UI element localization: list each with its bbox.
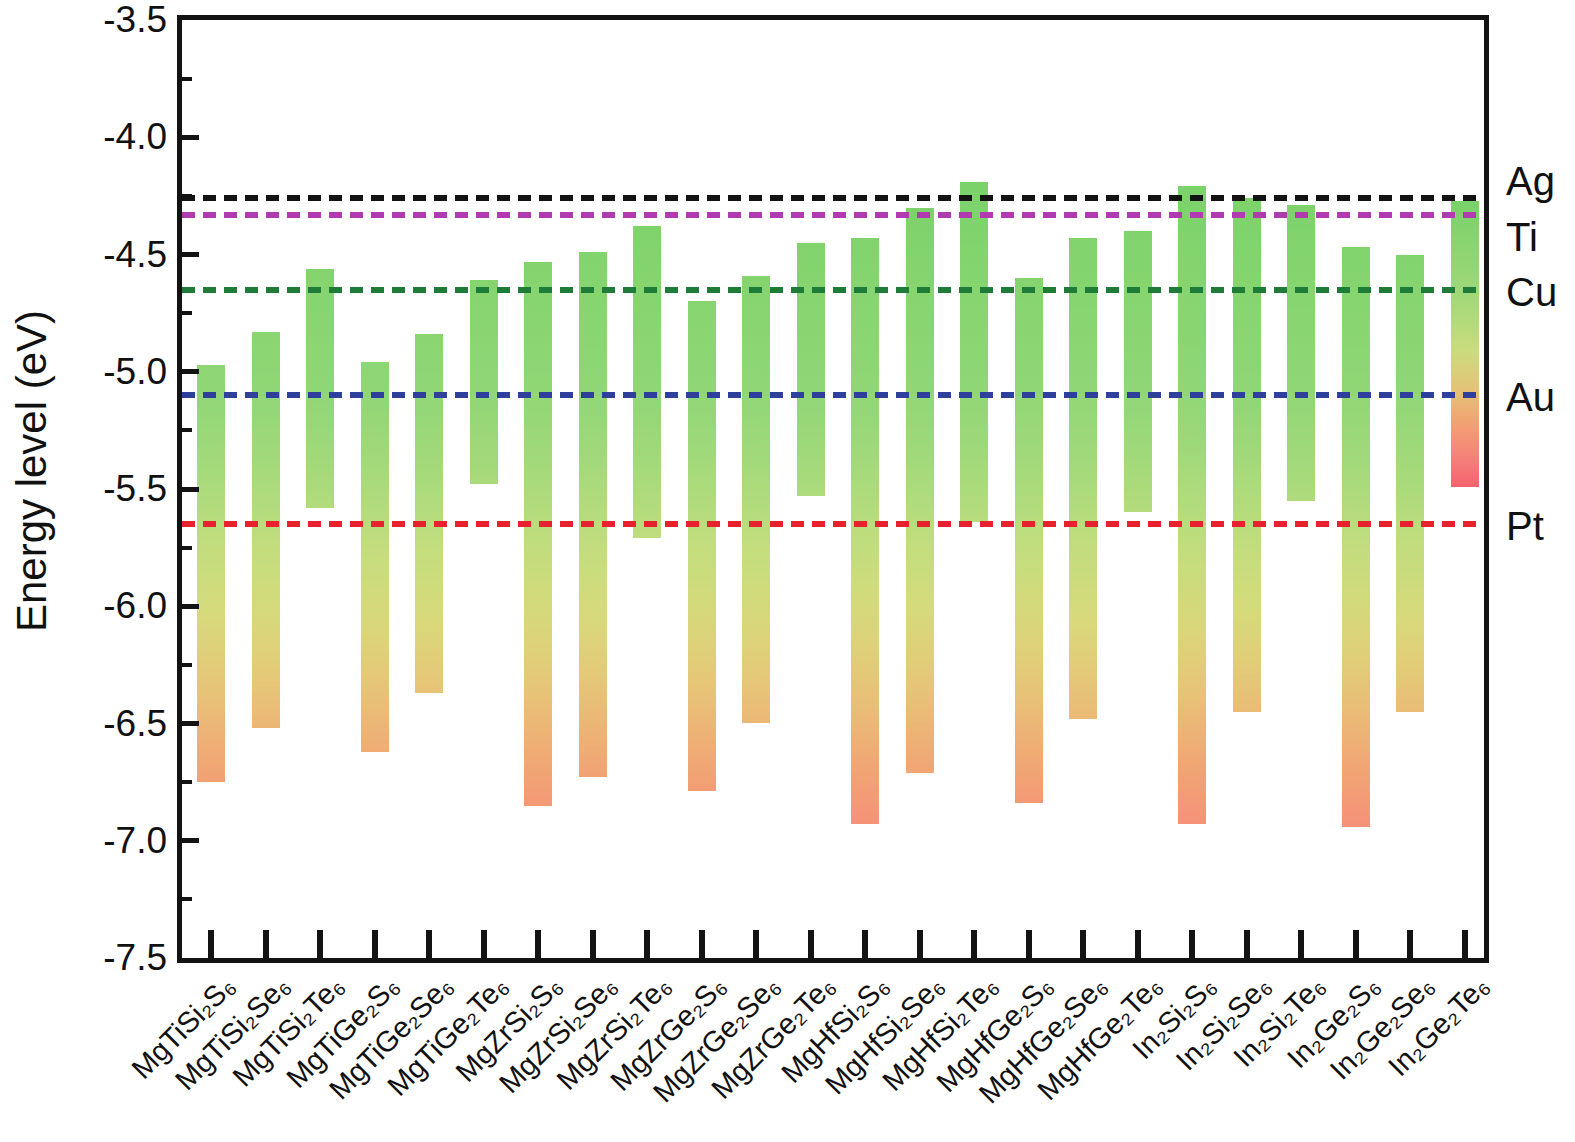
- x-major-tick: [1189, 930, 1195, 958]
- bar: [742, 276, 770, 724]
- x-major-tick: [1353, 930, 1359, 958]
- y-tick-label: -3.5: [47, 0, 167, 40]
- y-major-tick: [182, 135, 199, 140]
- reference-line-label: Au: [1506, 375, 1575, 419]
- x-major-tick: [1244, 930, 1250, 958]
- y-tick-label: -4.5: [47, 235, 167, 275]
- y-minor-tick: [182, 546, 192, 550]
- bar: [1233, 198, 1261, 712]
- bar: [1178, 186, 1206, 824]
- plot-area: [182, 20, 1484, 958]
- reference-line-label: Pt: [1506, 504, 1575, 548]
- bar: [579, 252, 607, 777]
- x-major-tick: [917, 930, 923, 958]
- bar: [1069, 238, 1097, 719]
- y-tick-label: -7.5: [47, 938, 167, 978]
- bar: [1124, 231, 1152, 512]
- reference-line-label: Ag: [1506, 159, 1575, 203]
- x-major-tick: [971, 930, 977, 958]
- x-major-tick: [862, 930, 868, 958]
- y-minor-tick: [182, 780, 192, 784]
- x-major-tick: [481, 930, 487, 958]
- y-major-tick: [182, 604, 199, 609]
- bar: [797, 243, 825, 496]
- bar: [415, 334, 443, 693]
- y-minor-tick: [182, 311, 192, 315]
- y-major-tick: [182, 721, 199, 726]
- reference-line-label: Cu: [1506, 270, 1575, 314]
- y-tick-label: -5.5: [47, 469, 167, 509]
- bar: [1451, 201, 1479, 487]
- bar: [851, 238, 879, 824]
- x-major-tick: [1462, 930, 1468, 958]
- y-tick-label: -6.0: [47, 586, 167, 626]
- x-major-tick: [535, 930, 541, 958]
- x-major-tick: [1407, 930, 1413, 958]
- x-major-tick: [208, 930, 214, 958]
- y-tick-label: -7.0: [47, 821, 167, 861]
- x-major-tick: [263, 930, 269, 958]
- reference-line: [182, 195, 1484, 201]
- figure-canvas: { "figure": { "ylabel": "Energy level (e…: [0, 0, 1575, 1142]
- x-major-tick: [426, 930, 432, 958]
- reference-line-label: Ti: [1506, 215, 1575, 259]
- x-major-tick: [1026, 930, 1032, 958]
- y-major-tick: [182, 252, 199, 257]
- bar: [361, 362, 389, 751]
- y-tick-label: -5.0: [47, 352, 167, 392]
- x-major-tick: [1298, 930, 1304, 958]
- x-major-tick: [753, 930, 759, 958]
- x-major-tick: [1135, 930, 1141, 958]
- y-minor-tick: [182, 428, 192, 432]
- bar: [960, 182, 988, 522]
- x-major-tick: [590, 930, 596, 958]
- bar: [470, 280, 498, 484]
- y-tick-label: -6.5: [47, 704, 167, 744]
- bar: [1396, 255, 1424, 712]
- x-major-tick: [317, 930, 323, 958]
- y-major-tick: [182, 487, 199, 492]
- x-major-tick: [808, 930, 814, 958]
- bar: [633, 226, 661, 538]
- reference-line: [182, 392, 1484, 398]
- y-major-tick: [182, 838, 199, 843]
- bar: [306, 269, 334, 508]
- reference-line: [182, 287, 1484, 293]
- plot-frame: [177, 15, 1489, 963]
- bar: [688, 301, 716, 791]
- y-minor-tick: [182, 77, 192, 81]
- reference-line: [182, 521, 1484, 527]
- x-major-tick: [1080, 930, 1086, 958]
- bar: [1342, 247, 1370, 826]
- x-major-tick: [699, 930, 705, 958]
- bar: [197, 365, 225, 782]
- bar: [524, 262, 552, 806]
- y-tick-label: -4.0: [47, 117, 167, 157]
- x-major-tick: [372, 930, 378, 958]
- reference-line: [182, 212, 1484, 218]
- y-major-tick: [182, 369, 199, 374]
- x-major-tick: [644, 930, 650, 958]
- bar: [1287, 205, 1315, 500]
- bar: [1015, 278, 1043, 803]
- y-minor-tick: [182, 663, 192, 667]
- y-minor-tick: [182, 897, 192, 901]
